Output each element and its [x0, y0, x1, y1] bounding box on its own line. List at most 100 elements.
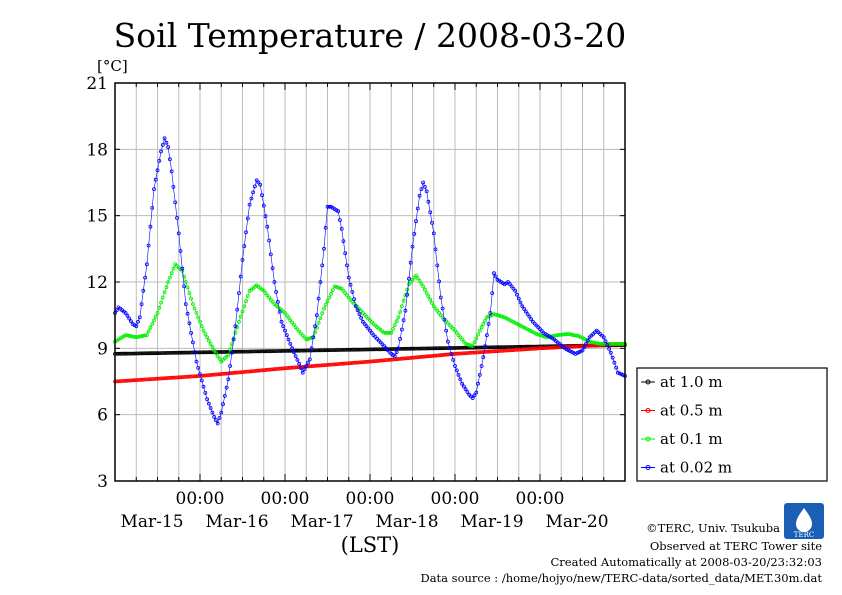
data-point [362, 360, 367, 364]
data-point [283, 328, 287, 333]
data-point [295, 365, 300, 370]
data-point [293, 365, 298, 370]
data-point [419, 346, 424, 351]
data-point [534, 346, 539, 351]
data-point [261, 368, 266, 373]
legend-label: at 0.5 m [660, 402, 723, 420]
data-point [334, 348, 339, 352]
data-point [350, 361, 355, 365]
data-point [208, 406, 213, 410]
data-point [417, 355, 422, 360]
data-point [190, 350, 195, 355]
data-point [182, 274, 187, 279]
data-point [495, 345, 500, 350]
data-point [166, 376, 171, 380]
data-point [414, 346, 418, 351]
data-point [169, 350, 174, 355]
data-point [529, 346, 533, 351]
data-point [258, 368, 263, 373]
data-point [330, 362, 335, 367]
data-point [155, 168, 160, 173]
data-point [555, 333, 560, 338]
data-point [148, 325, 153, 330]
data-point [185, 285, 190, 290]
data-point [120, 351, 124, 356]
data-series [113, 136, 627, 426]
data-point [552, 333, 557, 338]
data-point [134, 335, 139, 340]
data-point [617, 341, 622, 346]
data-point [493, 312, 498, 317]
data-point [408, 355, 413, 360]
data-point [345, 263, 349, 268]
data-point [467, 343, 472, 347]
y-tick-label: 12 [86, 273, 108, 293]
data-point [277, 309, 282, 314]
data-point [507, 348, 512, 353]
data-point [261, 203, 266, 208]
data-point [150, 205, 155, 210]
data-point [249, 349, 254, 354]
data-point [201, 350, 206, 355]
data-point [128, 319, 133, 324]
data-point [190, 302, 195, 307]
data-point [258, 182, 263, 187]
data-point [153, 351, 158, 356]
data-point [477, 350, 482, 355]
data-point [260, 193, 264, 198]
data-point [346, 275, 351, 280]
data-point [240, 349, 245, 354]
data-point [573, 344, 578, 349]
y-axis-ticks: 3 6 9 12 15 18 21 [86, 74, 625, 492]
data-point [548, 345, 553, 350]
data-point [362, 347, 367, 352]
data-point [152, 318, 156, 323]
data-point [500, 348, 505, 353]
data-point [352, 347, 357, 352]
data-point [375, 347, 380, 352]
data-point [424, 291, 429, 296]
data-point [472, 350, 477, 355]
data-point [173, 375, 178, 380]
data-point [127, 378, 132, 383]
data-point [245, 349, 250, 354]
data-point [414, 219, 418, 224]
data-point [167, 350, 172, 355]
data-point [515, 292, 519, 297]
data-point [353, 304, 358, 309]
data-point [353, 347, 358, 352]
data-point [500, 314, 505, 319]
data-point [244, 369, 248, 374]
data-point [591, 340, 595, 345]
data-point [208, 373, 213, 377]
data-point [614, 365, 618, 370]
data-point [286, 348, 291, 353]
data-point [164, 285, 169, 290]
data-point [171, 350, 176, 355]
data-point [428, 346, 433, 351]
data-point [122, 351, 126, 356]
data-point [233, 349, 238, 354]
data-point [265, 349, 270, 354]
series-at-0-02-m [113, 136, 627, 426]
data-point [612, 360, 617, 365]
data-point [157, 158, 162, 163]
data-point [245, 369, 250, 374]
data-point [272, 349, 277, 354]
data-point [128, 334, 133, 339]
data-point [313, 348, 318, 353]
data-point [568, 332, 572, 337]
data-point [350, 289, 355, 294]
data-point [447, 352, 452, 357]
data-point [226, 377, 231, 382]
data-point [270, 349, 275, 354]
data-point [302, 367, 307, 372]
data-point [180, 266, 185, 271]
data-point [329, 348, 333, 353]
data-point [601, 335, 606, 340]
data-point [389, 357, 394, 362]
data-point [281, 348, 286, 353]
data-point [316, 296, 321, 301]
data-point [428, 297, 433, 302]
data-point [547, 345, 551, 350]
